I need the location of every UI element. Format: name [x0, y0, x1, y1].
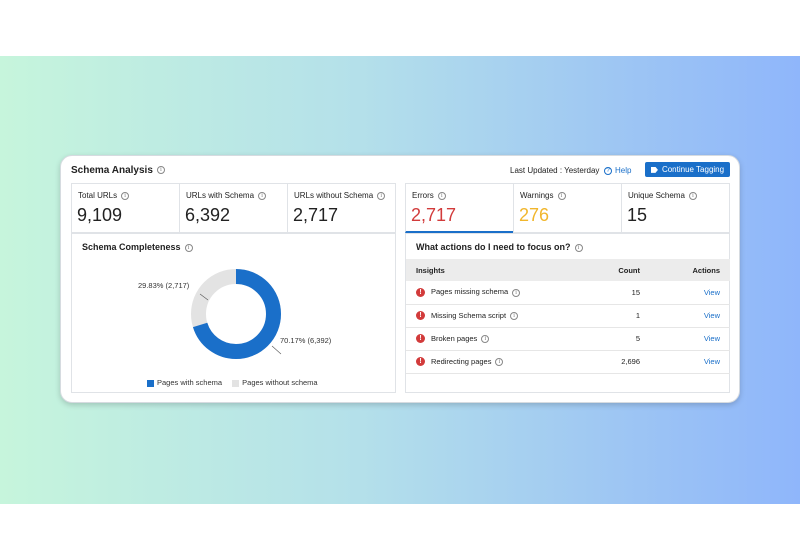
donut-segment-with-schema: [191, 269, 281, 359]
insight-label: Redirecting pages: [431, 356, 492, 366]
info-icon[interactable]: i: [481, 334, 490, 343]
info-icon[interactable]: i: [121, 191, 130, 200]
column-header-insights: Insights: [406, 259, 580, 281]
info-icon[interactable]: i: [495, 357, 504, 366]
with-schema-data-label: 70.17% (6,392): [280, 336, 332, 345]
insights-table: Insights Count Actions ! Pages missing sc…: [406, 259, 730, 374]
table-row: ! Missing Schema script i 1 View: [406, 304, 730, 328]
stat-urls-with-schema: URLs with Schema i 6,392: [179, 183, 288, 233]
continue-tagging-button[interactable]: Continue Tagging: [645, 162, 730, 177]
stat-label: Errors: [412, 191, 434, 200]
view-link[interactable]: View: [703, 334, 720, 343]
stat-value: 15: [627, 205, 648, 225]
help-link[interactable]: ? Help: [604, 166, 631, 175]
stat-value: 2,717: [411, 205, 457, 225]
stat-value: 2,717: [293, 205, 339, 225]
info-icon[interactable]: i: [574, 243, 583, 252]
info-icon[interactable]: i: [258, 191, 267, 200]
stat-value: 6,392: [185, 205, 231, 225]
card-title: Schema Analysis i: [71, 165, 165, 176]
legend-label: Pages without schema: [242, 378, 318, 387]
table-header-row: Insights Count Actions: [406, 259, 730, 281]
without-schema-data-label: 29.83% (2,717): [138, 281, 190, 290]
info-icon[interactable]: i: [512, 288, 521, 297]
table-row: ! Redirecting pages i 2,696 View: [406, 350, 730, 374]
help-label: Help: [615, 166, 632, 175]
stat-total-urls: Total URLs i 9,109: [71, 183, 180, 233]
table-row: ! Pages missing schema i 15 View: [406, 281, 730, 305]
card-header: Schema Analysis i Last Updated : Yesterda…: [61, 156, 741, 182]
table-row: ! Broken pages i 5 View: [406, 327, 730, 351]
stat-value: 276: [519, 205, 550, 225]
view-link[interactable]: View: [703, 287, 720, 297]
continue-tagging-label: Continue Tagging: [661, 165, 725, 174]
panel-title: Schema Completeness i: [82, 242, 193, 252]
alert-icon: !: [416, 357, 425, 367]
panel-title: What actions do I need to focus on? i: [416, 242, 583, 252]
info-icon[interactable]: i: [557, 191, 566, 200]
stat-label: URLs with Schema: [186, 191, 255, 200]
legend-label: Pages with schema: [157, 378, 223, 387]
legend-item-with[interactable]: Pages with schema: [147, 378, 222, 387]
info-icon[interactable]: i: [510, 311, 519, 320]
info-icon[interactable]: i: [437, 191, 446, 200]
insight-count: 2,696: [580, 350, 640, 374]
last-updated-text: Last Updated : Yesterday: [510, 166, 600, 175]
card-title-text: Schema Analysis: [71, 165, 153, 176]
stat-label: URLs without Schema: [294, 191, 374, 200]
stat-label: Warnings: [520, 191, 554, 200]
legend-swatch: [147, 379, 154, 387]
alert-icon: !: [416, 334, 425, 344]
insight-label: Broken pages: [431, 333, 478, 343]
info-icon[interactable]: i: [377, 191, 386, 200]
actions-title: What actions do I need to focus on?: [416, 242, 571, 252]
insight-count: 5: [580, 327, 640, 351]
info-icon[interactable]: i: [156, 166, 165, 175]
schema-completeness-panel: Schema Completeness i 29.83% (2,717) 70.1…: [71, 233, 396, 393]
completeness-title: Schema Completeness: [82, 242, 181, 252]
view-link[interactable]: View: [703, 311, 720, 320]
stat-label: Total URLs: [78, 191, 118, 200]
stat-urls-without-schema: URLs without Schema i 2,717: [287, 183, 396, 233]
alert-icon: !: [416, 288, 425, 297]
leader-line-with: [271, 345, 282, 355]
insight-label: Pages missing schema: [431, 287, 509, 297]
stat-value: 9,109: [77, 205, 123, 225]
stat-unique-schema[interactable]: Unique Schema i 15: [621, 183, 730, 233]
schema-analysis-card: Schema Analysis i Last Updated : Yesterda…: [60, 155, 740, 403]
insight-count: 15: [580, 281, 640, 305]
insight-label: Missing Schema script: [431, 310, 507, 320]
actions-panel: What actions do I need to focus on? i Ins…: [405, 233, 730, 393]
chart-legend: Pages with schema Pages without schema: [147, 378, 318, 387]
column-header-actions: Actions: [640, 259, 730, 281]
legend-item-without[interactable]: Pages without schema: [232, 378, 318, 387]
stat-errors[interactable]: Errors i 2,717: [405, 183, 514, 233]
info-icon[interactable]: i: [184, 243, 193, 252]
view-link[interactable]: View: [703, 357, 720, 366]
alert-icon: !: [416, 311, 425, 321]
leader-line-without: [199, 293, 209, 301]
info-icon[interactable]: i: [688, 191, 697, 200]
question-icon: ?: [604, 166, 612, 175]
insight-count: 1: [580, 304, 640, 328]
completeness-donut-chart: [191, 269, 282, 359]
stat-warnings[interactable]: Warnings i 276: [513, 183, 622, 233]
stat-label: Unique Schema: [628, 191, 685, 200]
tag-icon: [650, 166, 658, 173]
column-header-count: Count: [580, 259, 640, 281]
legend-swatch: [232, 379, 240, 387]
